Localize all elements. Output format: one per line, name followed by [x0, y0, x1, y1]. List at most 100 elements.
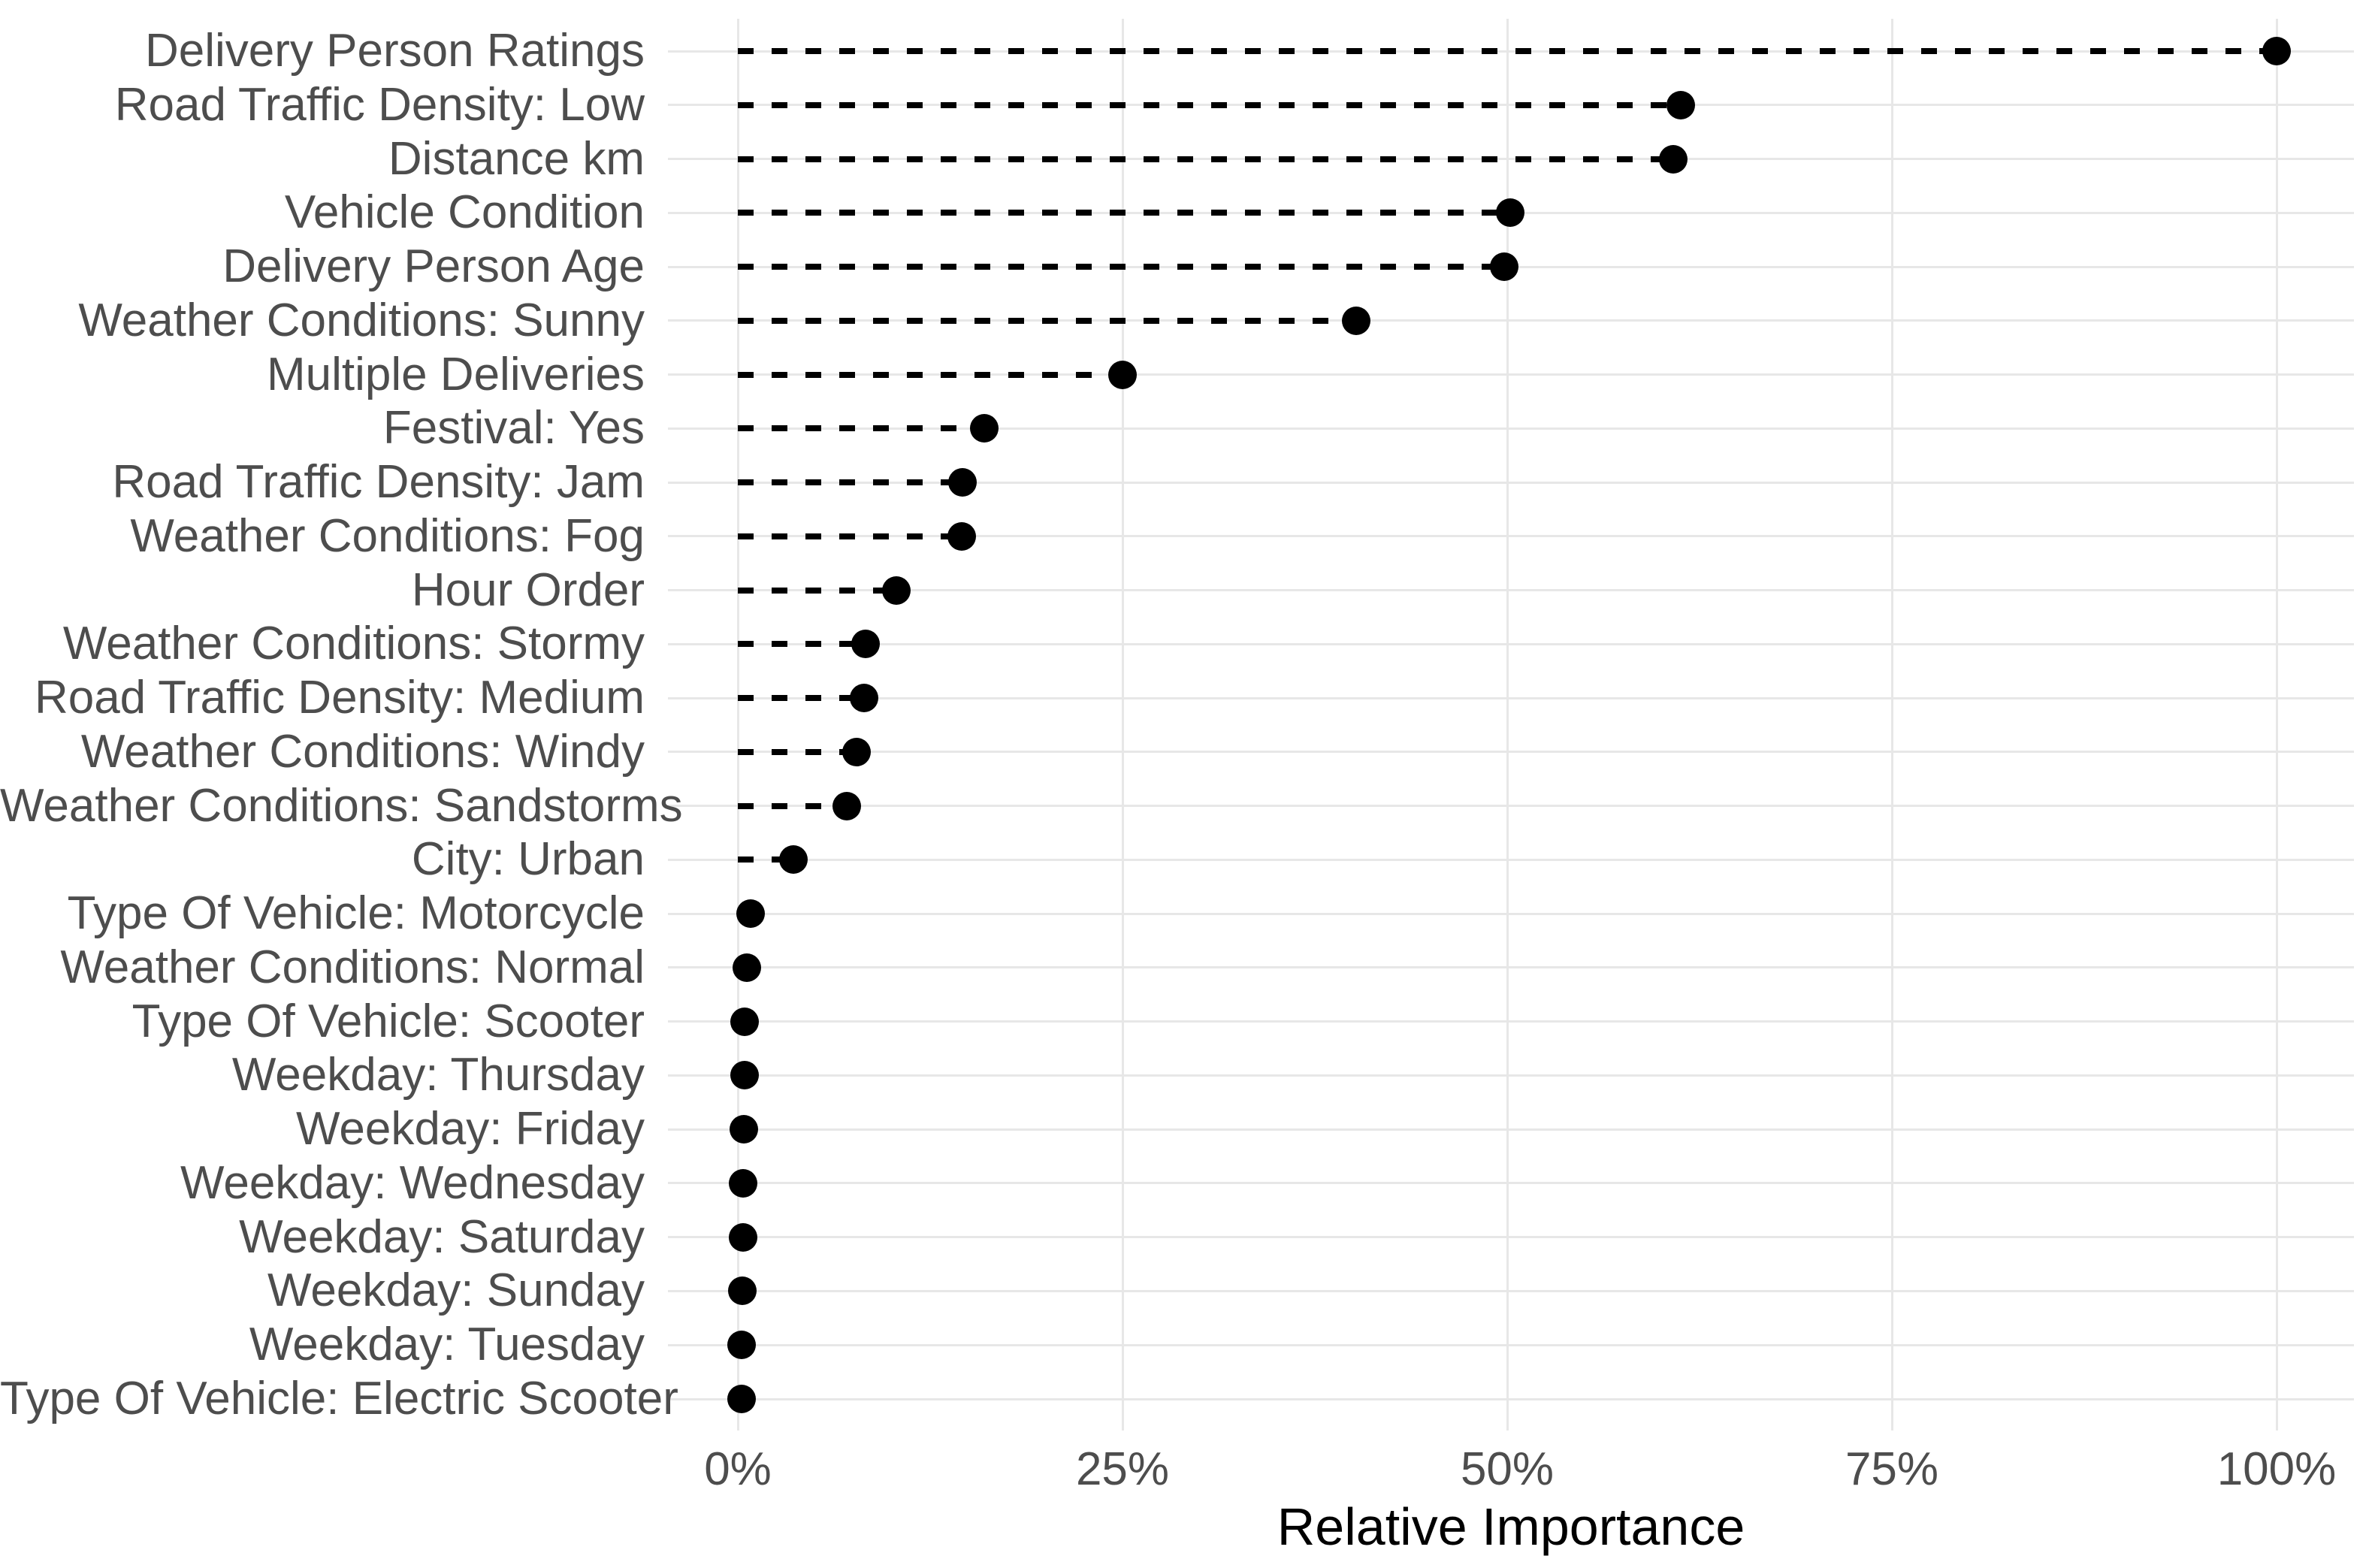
data-point-dot: [778, 845, 808, 875]
lollipop-stem: [738, 587, 896, 594]
y-axis-label: Weekday: Saturday: [239, 1210, 645, 1263]
gridline-horizontal: [668, 427, 2354, 430]
gridline-horizontal: [668, 535, 2354, 538]
gridline-vertical: [1506, 19, 1509, 1431]
data-point-dot: [727, 1385, 756, 1413]
lollipop-stem: [738, 425, 984, 432]
data-point-dot: [969, 414, 999, 443]
y-axis-label: Type Of Vehicle: Motorcycle: [67, 887, 645, 940]
y-axis-label: Multiple Deliveries: [266, 348, 645, 400]
data-point-dot: [1108, 360, 1137, 389]
y-axis-label: Type Of Vehicle: Scooter: [131, 995, 645, 1047]
y-axis-label: Weekday: Friday: [295, 1103, 645, 1156]
gridline-horizontal: [668, 1020, 2354, 1023]
x-axis-tick-label: 25%: [1075, 1443, 1170, 1495]
data-point-dot: [881, 576, 911, 605]
lollipop-stem: [738, 479, 962, 486]
data-point-dot: [1489, 252, 1518, 282]
data-point-dot: [1659, 144, 1688, 174]
gridline-horizontal: [668, 319, 2354, 322]
y-axis-label: Road Traffic Density: Low: [114, 78, 645, 131]
gridline-horizontal: [668, 912, 2354, 915]
data-point-dot: [733, 953, 762, 982]
gridline-horizontal: [668, 481, 2354, 484]
y-axis-label: Weather Conditions: Normal: [60, 941, 645, 993]
y-axis-label: Weekday: Thursday: [231, 1049, 645, 1101]
gridline-horizontal: [668, 966, 2354, 969]
lollipop-stem: [738, 48, 2277, 54]
lollipop-stem: [738, 156, 1674, 162]
gridline-vertical: [1121, 19, 1124, 1431]
data-point-dot: [728, 1222, 757, 1252]
gridline-horizontal: [668, 642, 2354, 645]
gridline-horizontal: [668, 696, 2354, 699]
y-axis-label: Weather Conditions: Sandstorms: [0, 779, 683, 832]
data-point-dot: [1342, 306, 1371, 335]
gridline-horizontal: [668, 1074, 2354, 1077]
y-axis-label: Weather Conditions: Stormy: [62, 618, 645, 670]
y-axis-label: City: Urban: [411, 833, 645, 886]
gridline-vertical: [2275, 19, 2278, 1431]
lollipop-stem: [738, 857, 793, 863]
y-axis-label: Distance km: [388, 132, 645, 185]
data-point-dot: [947, 521, 976, 551]
y-axis-label: Weekday: Wednesday: [180, 1156, 645, 1209]
x-axis-tick-label: 100%: [2216, 1443, 2337, 1495]
lollipop-stem: [738, 371, 1123, 378]
y-axis-label: Weather Conditions: Windy: [80, 725, 645, 778]
data-point-dot: [2262, 37, 2291, 65]
gridline-horizontal: [668, 1128, 2354, 1131]
x-axis-tick-label: 0%: [704, 1443, 772, 1495]
lollipop-stem: [738, 210, 1511, 216]
data-point-dot: [730, 1007, 760, 1036]
gridline-horizontal: [668, 373, 2354, 376]
lollipop-stem: [738, 802, 848, 809]
lollipop-stem: [738, 641, 866, 648]
y-axis-label: Delivery Person Age: [222, 240, 645, 293]
data-point-dot: [729, 1115, 758, 1144]
gridline-horizontal: [668, 1182, 2354, 1185]
y-axis-label: Vehicle Condition: [284, 186, 645, 239]
y-axis-label: Weekday: Tuesday: [249, 1319, 645, 1371]
gridline-horizontal: [668, 1343, 2354, 1346]
x-axis-title: Relative Importance: [1277, 1497, 1745, 1556]
gridline-horizontal: [668, 589, 2354, 592]
lollipop-stem: [738, 264, 1504, 270]
y-axis-label: Weather Conditions: Fog: [130, 509, 645, 562]
data-point-dot: [730, 1061, 759, 1090]
y-axis-label: Weekday: Sunday: [267, 1264, 645, 1317]
y-axis-label: Festival: Yes: [382, 402, 645, 455]
data-point-dot: [832, 791, 862, 820]
data-point-dot: [948, 468, 977, 497]
data-point-dot: [1666, 90, 1696, 119]
gridline-horizontal: [668, 858, 2354, 861]
lollipop-stem: [738, 317, 1357, 324]
data-point-dot: [849, 684, 878, 713]
lollipop-stem: [738, 748, 857, 755]
gridline-horizontal: [668, 1289, 2354, 1292]
gridline-horizontal: [668, 805, 2354, 808]
lollipop-stem: [738, 695, 864, 702]
gridline-horizontal: [668, 1397, 2354, 1400]
data-point-dot: [727, 1276, 757, 1306]
gridline-horizontal: [668, 1236, 2354, 1239]
y-axis-label: Type Of Vehicle: Electric Scooter: [0, 1373, 678, 1424]
gridline-vertical: [1890, 19, 1893, 1431]
data-point-dot: [851, 630, 880, 659]
data-point-dot: [728, 1168, 757, 1198]
y-axis-label: Hour Order: [411, 563, 645, 616]
x-axis-tick-label: 50%: [1460, 1443, 1555, 1495]
y-axis-label: Weather Conditions: Sunny: [78, 294, 645, 346]
gridline-horizontal: [668, 751, 2354, 754]
data-point-dot: [736, 899, 766, 929]
y-axis-label: Delivery Person Ratings: [144, 25, 645, 77]
data-point-dot: [842, 737, 871, 766]
data-point-dot: [1496, 198, 1525, 228]
lollipop-stem: [738, 101, 1682, 108]
y-axis-label: Road Traffic Density: Jam: [112, 456, 645, 509]
y-axis-label: Road Traffic Density: Medium: [34, 672, 645, 724]
lollipop-stem: [738, 533, 962, 539]
data-point-dot: [727, 1331, 757, 1360]
x-axis-tick-label: 75%: [1845, 1443, 1939, 1495]
